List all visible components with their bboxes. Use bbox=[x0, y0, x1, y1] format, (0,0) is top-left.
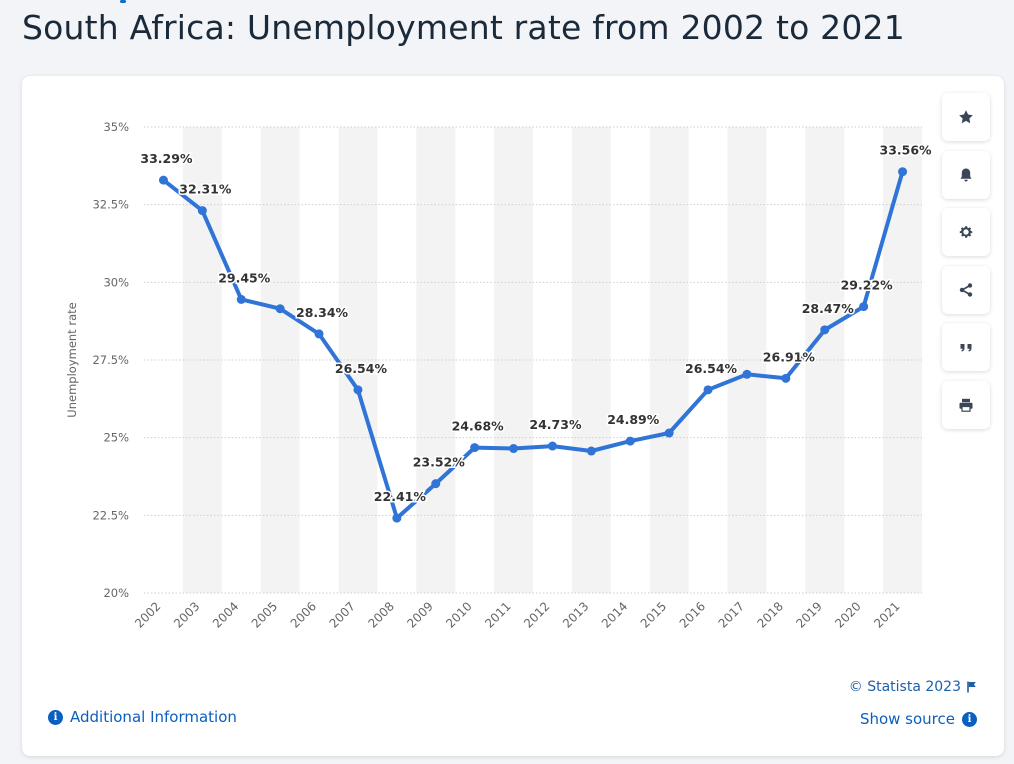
data-point bbox=[314, 329, 324, 339]
x-tick-label: 2019 bbox=[793, 599, 824, 630]
y-tick-label: 35% bbox=[103, 120, 129, 134]
additional-information-label: Additional Information bbox=[70, 708, 237, 726]
plot-band bbox=[182, 127, 222, 593]
y-tick-label: 27.5% bbox=[92, 353, 129, 367]
plot-band bbox=[571, 127, 611, 593]
info-icon: i bbox=[48, 709, 63, 725]
x-tick-label: 2009 bbox=[404, 599, 435, 630]
page-title: South Africa: Unemployment rate from 200… bbox=[22, 8, 905, 47]
y-axis-title-wrap bbox=[36, 356, 136, 374]
data-label: 32.31% bbox=[179, 182, 232, 197]
data-label: 26.54% bbox=[685, 361, 738, 376]
data-point bbox=[158, 175, 168, 185]
quote-icon bbox=[960, 344, 972, 352]
x-tick-label: 2004 bbox=[210, 599, 241, 630]
data-label: 28.47% bbox=[802, 301, 855, 316]
x-tick-label: 2011 bbox=[482, 599, 513, 630]
data-point bbox=[353, 385, 363, 395]
y-axis-title: Unemployment rate bbox=[65, 302, 79, 417]
data-point bbox=[586, 446, 596, 456]
additional-information-link[interactable]: i Additional Information bbox=[48, 708, 237, 726]
y-tick-label: 22.5% bbox=[92, 508, 129, 522]
share-button[interactable] bbox=[942, 265, 990, 314]
data-point bbox=[625, 436, 635, 446]
gear-icon bbox=[959, 226, 973, 238]
x-tick-label: 2017 bbox=[716, 599, 747, 630]
x-tick-label: 2005 bbox=[249, 599, 280, 630]
data-point bbox=[509, 444, 519, 454]
x-tick-label: 2008 bbox=[365, 599, 396, 630]
series-line bbox=[161, 169, 905, 521]
x-tick-label: 2015 bbox=[638, 599, 669, 630]
show-source-link[interactable]: Show source i bbox=[860, 710, 977, 728]
y-tick-label: 20% bbox=[103, 586, 129, 600]
data-label: 22.41% bbox=[374, 489, 427, 504]
x-tick-label: 2014 bbox=[599, 599, 630, 630]
x-tick-label: 2020 bbox=[832, 599, 863, 630]
data-point bbox=[197, 206, 207, 216]
x-tick-label: 2007 bbox=[327, 599, 358, 630]
data-point bbox=[470, 443, 480, 453]
data-point bbox=[664, 428, 674, 438]
plot-band bbox=[883, 127, 922, 593]
chart-card: 20% 22.5% 25% 27.5% 30% 32.5% 35% Unemployment … bbox=[22, 76, 1004, 756]
data-label: 24.73% bbox=[529, 417, 582, 432]
line-chart: 20% 22.5% 25% 27.5% 30% 32.5% 35% Unemployment … bbox=[65, 120, 934, 631]
data-label: 33.56% bbox=[880, 143, 933, 158]
data-label: 28.34% bbox=[296, 305, 349, 320]
data-label: 23.52% bbox=[413, 455, 466, 470]
data-label: 29.22% bbox=[841, 278, 894, 293]
data-label: 24.89% bbox=[607, 412, 660, 427]
data-point bbox=[431, 479, 441, 489]
data-point bbox=[275, 304, 285, 314]
data-point bbox=[392, 513, 402, 523]
x-tick-label: 2002 bbox=[132, 599, 163, 630]
x-tick-label: 2016 bbox=[677, 599, 708, 630]
data-point bbox=[859, 302, 869, 312]
data-point bbox=[742, 369, 752, 379]
data-label: 26.54% bbox=[335, 361, 388, 376]
data-point bbox=[703, 385, 713, 395]
statista-credit[interactable]: © Statista 2023 bbox=[849, 679, 977, 695]
data-point bbox=[236, 294, 246, 304]
plot-band bbox=[494, 127, 533, 593]
x-tick-label: 2010 bbox=[443, 599, 474, 630]
x-tick-label: 2021 bbox=[871, 599, 902, 630]
info-icon: i bbox=[962, 711, 977, 727]
cite-button[interactable] bbox=[942, 323, 990, 371]
print-button[interactable] bbox=[942, 380, 990, 429]
bell-icon bbox=[960, 168, 972, 181]
x-tick-label: 2018 bbox=[754, 599, 785, 630]
x-tick-label: 2006 bbox=[288, 599, 319, 630]
data-label: 29.45% bbox=[218, 270, 271, 285]
data-label: 24.68% bbox=[452, 419, 505, 434]
data-point bbox=[898, 167, 908, 177]
data-label: 33.29% bbox=[140, 151, 193, 166]
data-label: 26.91% bbox=[763, 349, 816, 364]
top-accent-mark bbox=[120, 0, 126, 3]
flag-icon bbox=[967, 681, 976, 693]
data-point bbox=[547, 441, 557, 451]
x-tick-label: 2012 bbox=[521, 599, 552, 630]
y-tick-label: 25% bbox=[103, 431, 129, 445]
credit-text: © Statista 2023 bbox=[848, 679, 961, 695]
x-tick-label: 2003 bbox=[171, 599, 202, 630]
chart-toolbar bbox=[942, 93, 990, 438]
x-tick-label: 2013 bbox=[560, 599, 591, 630]
star-icon bbox=[959, 110, 973, 124]
data-point bbox=[820, 325, 830, 335]
y-tick-label: 30% bbox=[103, 275, 129, 289]
notification-button[interactable] bbox=[942, 150, 990, 199]
data-point bbox=[781, 373, 791, 383]
print-icon bbox=[959, 398, 973, 412]
y-tick-label: 32.5% bbox=[92, 198, 129, 212]
show-source-label: Show source bbox=[859, 710, 955, 728]
share-icon bbox=[959, 282, 973, 297]
settings-button[interactable] bbox=[942, 208, 990, 256]
favorite-button[interactable] bbox=[942, 93, 990, 141]
